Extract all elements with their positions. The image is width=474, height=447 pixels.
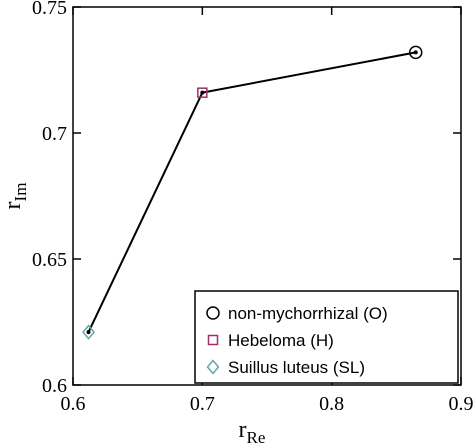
x-tick-label: 0.8 (319, 393, 344, 415)
y-axis-label-sub: Im (11, 183, 30, 202)
legend: non-mychorrhizal (O) Hebeloma (H) Suillus … (194, 290, 459, 384)
legend-box (194, 290, 459, 384)
y-tick-label: 0.75 (32, 0, 67, 19)
legend-label: Hebeloma (H) (228, 331, 334, 350)
data-point-dot (200, 90, 205, 95)
y-axis-label: rIm (0, 183, 30, 210)
data-point-marker (197, 87, 208, 98)
legend-marker (206, 359, 220, 375)
data-point-marker (408, 45, 423, 60)
y-tick-label: 0.65 (32, 249, 67, 271)
series-line (87, 51, 416, 333)
x-tick-label: 0.6 (61, 393, 86, 415)
data-point-dot (413, 50, 418, 55)
legend-entries: non-mychorrhizal (O) Hebeloma (H) Suillus … (206, 304, 388, 377)
data-point-marker (82, 324, 96, 340)
legend-label: non-mychorrhizal (O) (228, 304, 388, 323)
y-axis-label-main: r (0, 201, 26, 209)
y-axis-ticks: 0.6 0.65 0.7 0.75 (32, 0, 461, 397)
x-axis-label-main: r (239, 417, 247, 443)
data-point-dot (86, 330, 91, 335)
x-axis-label: rRe (239, 417, 266, 447)
legend-marker (207, 334, 219, 346)
data-markers (82, 45, 423, 340)
plot-frame (72, 6, 462, 386)
x-axis-label-sub: Re (247, 428, 266, 447)
x-tick-label: 0.9 (449, 393, 474, 415)
y-tick-label: 0.6 (42, 375, 67, 397)
legend-label: Suillus luteus (SL) (228, 358, 365, 377)
x-tick-label: 0.7 (190, 393, 215, 415)
y-tick-label: 0.7 (42, 123, 67, 145)
legend-marker (206, 306, 220, 320)
